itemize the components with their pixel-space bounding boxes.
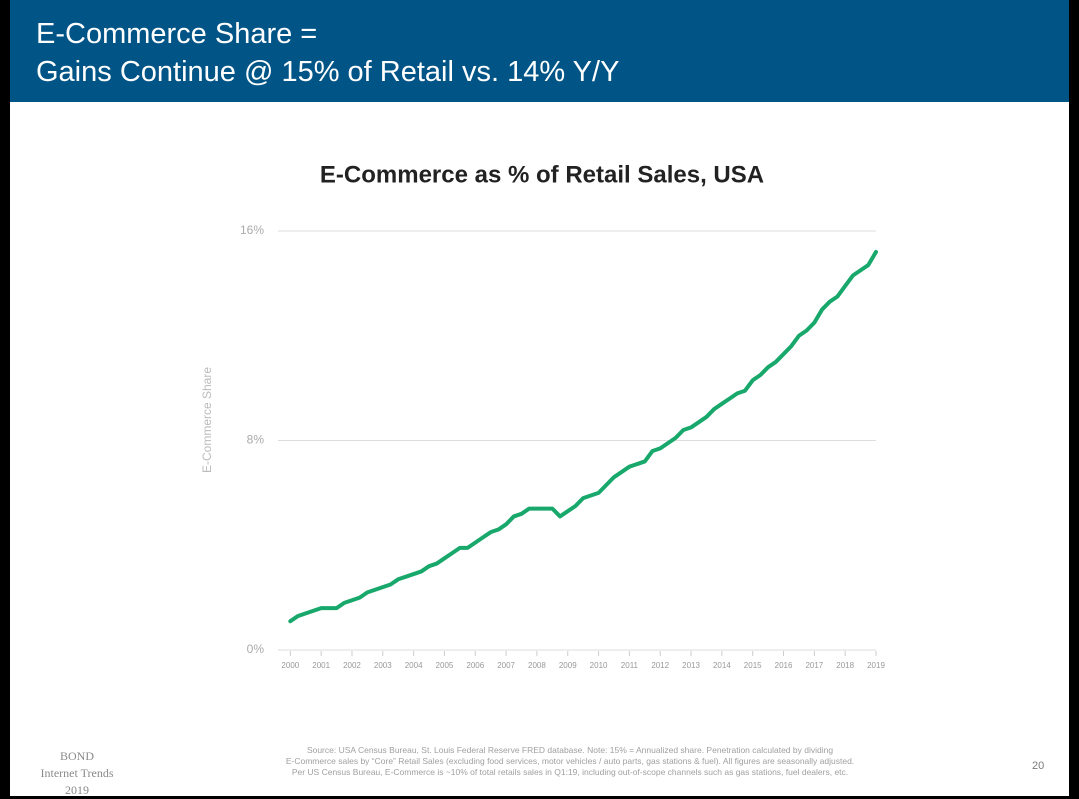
chart: E-Commerce as % of Retail Sales, USA E-Co… — [200, 161, 885, 670]
x-tick-label: 2003 — [374, 661, 392, 670]
slide-title: Gains Continue @ 15% of Retail vs. 14% Y… — [36, 56, 620, 88]
x-tick-label: 2006 — [466, 661, 484, 670]
x-tick-label: 2007 — [497, 661, 515, 670]
x-tick-label: 2004 — [405, 661, 423, 670]
data-line — [288, 249, 878, 624]
slide-title: E-Commerce Share = — [36, 18, 318, 50]
x-tick-label: 2011 — [621, 661, 639, 670]
x-tick-label: 2009 — [559, 661, 577, 670]
x-tick-label: 2014 — [713, 661, 731, 670]
x-tick-label: 2010 — [590, 661, 608, 670]
chart-title: E-Commerce as % of Retail Sales, USA — [320, 161, 764, 188]
y-axis-label: E-Commerce Share — [200, 367, 214, 473]
y-tick-label: 16% — [240, 223, 264, 237]
y-tick-label: 8% — [247, 433, 265, 447]
x-tick-label: 2000 — [281, 661, 299, 670]
source-line: Per US Census Bureau, E-Commerce is ~10%… — [291, 767, 849, 777]
x-tick-label: 2013 — [682, 661, 700, 670]
y-tick-label: 0% — [247, 642, 265, 656]
source-note: Source: USA Census Bureau, St. Louis Fed… — [200, 745, 940, 778]
x-tick-label: 2019 — [867, 661, 885, 670]
x-tick-label: 2012 — [651, 661, 669, 670]
brand-line: BOND — [59, 749, 94, 763]
page-number: 20 — [1032, 760, 1045, 772]
x-tick-label: 2018 — [836, 661, 854, 670]
x-tick-label: 2008 — [528, 661, 546, 670]
source-line: Source: USA Census Bureau, St. Louis Fed… — [306, 745, 834, 755]
x-tick-label: 2017 — [805, 661, 823, 670]
x-tick-label: 2005 — [436, 661, 454, 670]
brand: BOND Internet Trends 2019 — [32, 748, 122, 799]
brand-line: Internet Trends — [40, 766, 114, 780]
slide: E-Commerce Share = Gains Continue @ 15% … — [10, 0, 1069, 799]
x-tick-label: 2016 — [775, 661, 793, 670]
header: E-Commerce Share = Gains Continue @ 15% … — [10, 0, 1069, 102]
brand-line: 2019 — [65, 783, 89, 797]
source-line: E-Commerce sales by “Core” Retail Sales … — [285, 756, 855, 766]
x-tick-label: 2002 — [343, 661, 361, 670]
x-tick-label: 2015 — [744, 661, 762, 670]
x-tick-label: 2001 — [312, 661, 330, 670]
